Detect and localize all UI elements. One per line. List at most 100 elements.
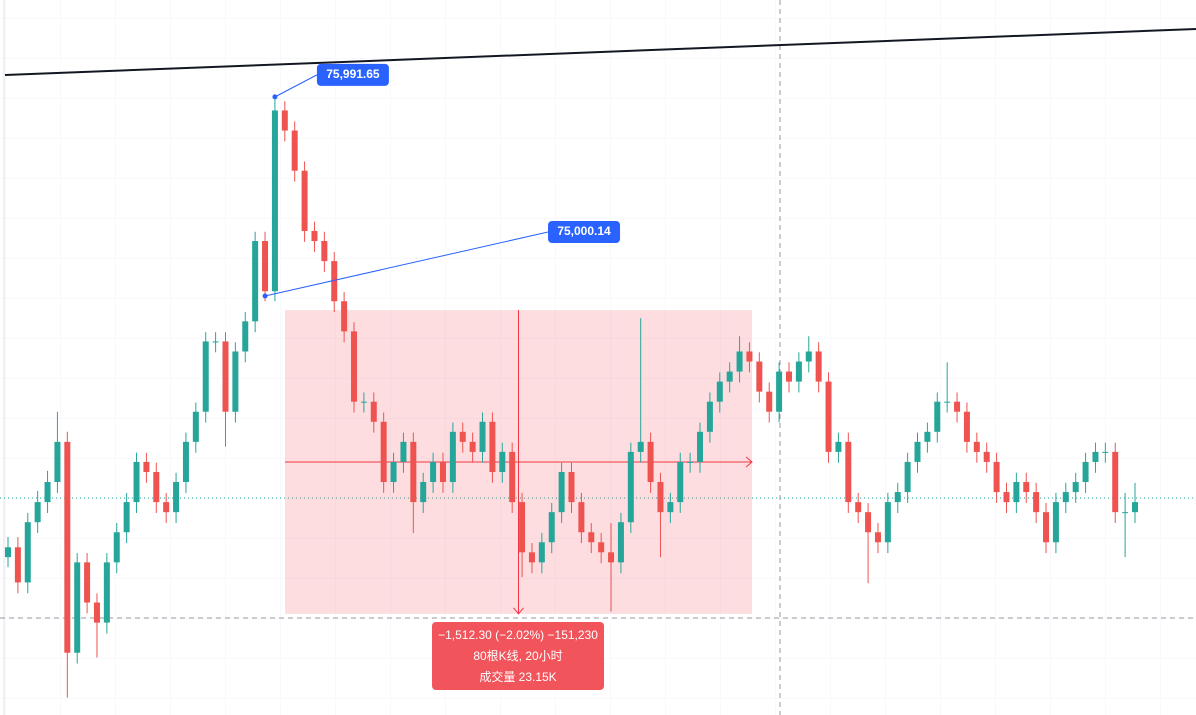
candle-body — [34, 502, 41, 523]
candle-body — [993, 461, 1000, 493]
candle-body — [113, 532, 120, 563]
price-label-text: 75,000.14 — [557, 224, 611, 238]
candle-body — [192, 411, 199, 442]
candle-body — [341, 301, 348, 332]
candle-body — [1043, 512, 1050, 543]
candle-body — [123, 502, 130, 533]
candle-body — [894, 492, 901, 503]
candle-body — [331, 261, 338, 302]
price-labels: 75,991.65 75,000.14 — [262, 63, 621, 299]
candle-body — [1033, 492, 1040, 513]
candle-body — [44, 482, 51, 503]
candle-body — [459, 431, 466, 442]
candle-body — [825, 381, 832, 452]
candle-body — [736, 351, 743, 372]
candle-body — [598, 542, 605, 553]
candle-body — [835, 441, 842, 452]
candle-body — [766, 391, 773, 412]
candle-body — [301, 170, 308, 231]
candle-body — [291, 130, 298, 171]
measure-v-arrowhead — [513, 607, 524, 615]
candle-body — [222, 341, 229, 412]
candle-body — [420, 482, 427, 503]
candle-body — [202, 341, 209, 412]
candle-body — [954, 401, 961, 412]
candle-body — [578, 502, 585, 533]
candle-body — [983, 451, 990, 462]
candle-body — [24, 522, 31, 583]
candle-body — [558, 471, 565, 513]
candle-body — [133, 461, 140, 503]
candles — [5, 96, 1138, 698]
candle-body — [14, 547, 21, 583]
candle-body — [1062, 492, 1069, 503]
candle-body — [776, 371, 783, 412]
candle-body — [924, 431, 931, 442]
candle-body — [706, 401, 713, 432]
candle-body — [153, 471, 160, 503]
candle-body — [1092, 451, 1099, 462]
candle-body — [1132, 502, 1138, 513]
price-label-connector — [264, 231, 549, 297]
candle-body — [667, 502, 674, 513]
candle-body — [914, 441, 921, 462]
candle-body — [815, 351, 822, 382]
candle-body — [370, 401, 377, 422]
candle-body — [212, 341, 219, 343]
candle-body — [479, 421, 486, 452]
price-label-box — [548, 221, 621, 244]
candle-body — [1082, 461, 1089, 483]
candle-body — [321, 241, 328, 262]
measure-info-text: 成交量 23.15K — [479, 669, 556, 684]
candle-body — [677, 461, 684, 503]
candle-body — [5, 547, 11, 558]
candle-body — [1072, 482, 1079, 493]
price-label-box — [316, 63, 389, 86]
candle-body — [64, 441, 71, 653]
candle-body — [845, 441, 852, 503]
price-point — [272, 94, 278, 100]
candle-body — [627, 451, 634, 523]
candle-body — [182, 441, 189, 483]
price-label-connector — [274, 74, 318, 98]
candle-body — [865, 512, 872, 533]
candle-body — [469, 441, 476, 452]
candle-body — [608, 552, 615, 563]
candle-body — [499, 451, 506, 472]
candle-body — [271, 110, 278, 292]
trend-line — [4, 28, 1196, 76]
candle-body — [173, 482, 180, 513]
candle-body — [855, 502, 862, 513]
measure-info-box — [432, 622, 604, 690]
candle-body — [538, 542, 545, 563]
measure-info-text: −1,512.30 (−2.02%) −151,230 — [438, 628, 598, 642]
candle-body — [617, 522, 624, 563]
candle-body — [1013, 482, 1020, 503]
candle-body — [647, 441, 654, 483]
candle-body — [697, 431, 704, 462]
candle-body — [973, 441, 980, 452]
candle-body — [103, 562, 110, 623]
candle-body — [884, 502, 891, 543]
candle-body — [54, 441, 61, 483]
candle-body — [1112, 451, 1119, 513]
candle-body — [143, 461, 150, 472]
price-point — [262, 293, 268, 299]
candle-body — [410, 441, 417, 503]
candle-body — [430, 461, 437, 483]
candle-body — [568, 471, 575, 503]
candle-body — [1003, 492, 1010, 503]
candle-body — [232, 351, 239, 412]
candle-body — [262, 241, 269, 292]
candle-body — [687, 461, 694, 463]
candle-body — [1052, 502, 1059, 543]
candle-body — [380, 421, 387, 483]
price-label-text: 75,991.65 — [326, 67, 380, 81]
candle-body — [390, 461, 397, 483]
candle-body — [805, 351, 812, 362]
measure-info-text: 80根K线, 20小时 — [473, 649, 562, 663]
measure-tool: −1,512.30 (−2.02%) −151,230 80根K线, 20小时成交… — [285, 310, 753, 690]
